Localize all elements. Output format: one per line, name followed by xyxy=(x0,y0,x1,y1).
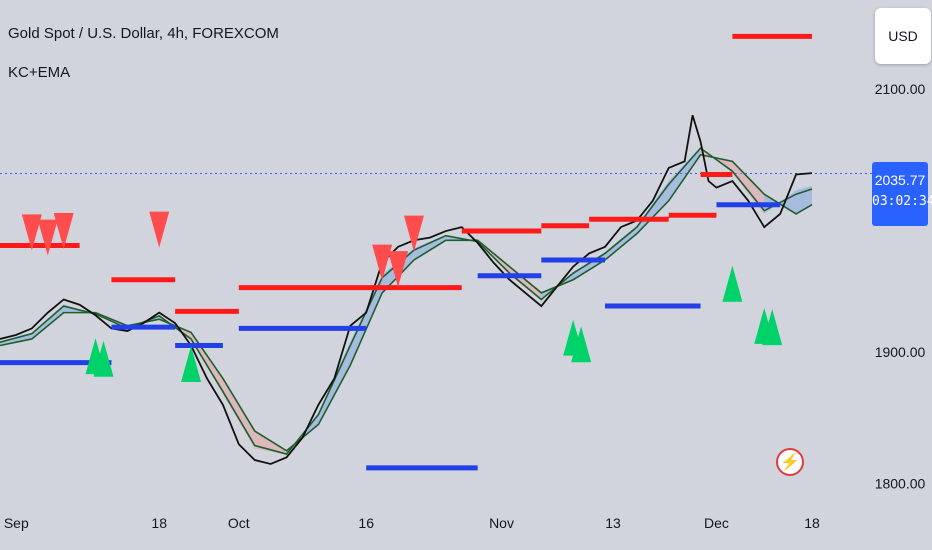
x-tick-label: Nov xyxy=(489,515,514,531)
x-tick-label: Dec xyxy=(704,515,729,531)
buy-signal-marker xyxy=(181,346,202,382)
sell-signal-marker xyxy=(149,211,170,248)
symbol-title[interactable]: Gold Spot / U.S. Dollar, 4h, FOREXCOM xyxy=(8,25,279,42)
x-tick-label: Oct xyxy=(228,515,250,531)
price-line xyxy=(0,115,813,465)
indicator-label[interactable]: KC+EMA xyxy=(8,64,71,81)
ema-cloud-segment xyxy=(350,274,383,366)
x-tick-label: 16 xyxy=(358,515,374,531)
x-tick-label: 13 xyxy=(605,515,621,531)
ema-cloud-segment xyxy=(668,146,701,201)
buy-signal-marker xyxy=(571,326,592,363)
y-tick-label: 1800.00 xyxy=(875,476,926,492)
buy-signal-marker xyxy=(93,340,114,377)
bar-countdown: 03:02:34 xyxy=(872,194,932,209)
buy-signal-marker xyxy=(762,309,783,346)
ema-line-fast xyxy=(0,147,813,455)
x-tick-label: 18 xyxy=(804,515,820,531)
last-price-tag: 2035.77 03:02:34 xyxy=(872,162,932,226)
plot-area[interactable] xyxy=(0,33,872,471)
sell-signal-marker xyxy=(403,215,424,252)
y-tick-label: 1900.00 xyxy=(875,344,926,360)
ema-line-slow xyxy=(0,153,813,452)
y-tick-label: 2100.00 xyxy=(875,81,926,97)
sell-signal-marker xyxy=(37,219,58,256)
sell-signal-marker xyxy=(388,251,409,288)
currency-button[interactable]: USD xyxy=(875,8,931,64)
buy-signal-marker xyxy=(722,265,743,302)
sell-signal-marker xyxy=(372,244,393,281)
last-price-value: 2035.77 xyxy=(874,172,926,188)
price-axis[interactable]: 1800.00 1900.00 2100.00 xyxy=(875,81,926,492)
lightning-icon[interactable]: ⚡ xyxy=(776,448,804,476)
ema-cloud-segment xyxy=(254,431,287,455)
ema-cloud-segment xyxy=(413,234,446,260)
x-tick-label: Sep xyxy=(4,515,29,531)
sell-signal-marker xyxy=(21,214,42,251)
ema-cloud-segment xyxy=(636,181,669,234)
time-axis[interactable]: Sep 18 Oct 16 Nov 13 Dec 18 xyxy=(4,515,820,531)
sell-signal-marker xyxy=(53,213,74,249)
x-tick-label: 18 xyxy=(151,515,167,531)
